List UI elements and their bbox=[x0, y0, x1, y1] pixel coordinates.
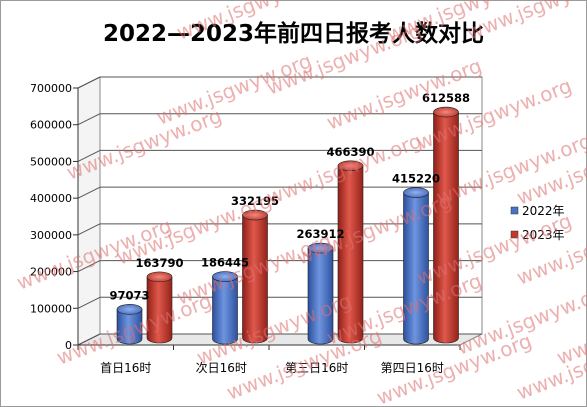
gridline-diagonal bbox=[77, 113, 101, 126]
gridline-diagonal bbox=[77, 76, 101, 89]
y-tick-label: 0 bbox=[65, 339, 72, 352]
legend-label: 2022年 bbox=[522, 204, 565, 218]
data-label: 415220 bbox=[392, 172, 440, 186]
y-tick-label: 300000 bbox=[30, 229, 72, 242]
bar-2022-body bbox=[116, 309, 143, 345]
chart-bars bbox=[116, 106, 459, 345]
chart-axes: 0 100000 200000 300000 400000 500000 600000 700… bbox=[30, 82, 461, 375]
data-label: 263912 bbox=[296, 227, 344, 241]
data-label: 97073 bbox=[109, 288, 149, 302]
y-tick-label: 600000 bbox=[30, 119, 72, 132]
x-tick-label: 第三日16时 bbox=[285, 361, 348, 375]
bar-2022-top bbox=[403, 187, 429, 198]
bar-2022-top bbox=[212, 271, 238, 282]
bar-2023-top bbox=[146, 271, 173, 283]
bar-2022-top bbox=[307, 242, 334, 254]
chart-labels: 97073 163790 186445 332195 263912 466390 41522… bbox=[109, 91, 470, 302]
y-tick-label: 700000 bbox=[30, 82, 72, 95]
gridline-diagonal bbox=[77, 296, 101, 309]
x-tick-label: 首日16时 bbox=[100, 361, 151, 375]
y-tick-label: 400000 bbox=[30, 192, 72, 205]
x-tick-label: 第四日16时 bbox=[381, 361, 444, 375]
gridline-diagonal bbox=[77, 186, 101, 199]
bar-2023-body bbox=[337, 165, 364, 344]
bar-2023-top bbox=[433, 106, 459, 118]
bar-2022-body bbox=[212, 276, 238, 345]
side-wall bbox=[77, 76, 101, 346]
y-tick-label: 200000 bbox=[30, 266, 72, 279]
gridline-diagonal bbox=[77, 149, 101, 162]
gridline-diagonal bbox=[77, 333, 101, 346]
legend-swatch bbox=[510, 206, 519, 215]
x-tick-label: 次日16时 bbox=[196, 361, 247, 375]
y-tick-label: 500000 bbox=[30, 155, 72, 168]
bar-2022-top bbox=[116, 304, 143, 315]
legend-label: 2023年 bbox=[522, 228, 565, 242]
bar-2023-body bbox=[433, 111, 459, 344]
gridline-diagonal bbox=[77, 260, 101, 273]
bar-2023-top bbox=[242, 209, 268, 221]
data-label: 332195 bbox=[231, 194, 279, 208]
bar-2023-body bbox=[242, 214, 268, 344]
data-label: 163790 bbox=[135, 256, 183, 270]
watermark-text: www.jsgwyw.org bbox=[173, 0, 335, 45]
legend-swatch bbox=[510, 230, 519, 239]
bar-2022-body bbox=[307, 247, 334, 345]
bar-2023-body bbox=[146, 276, 173, 344]
y-tick-label: 100000 bbox=[30, 302, 72, 315]
bar-2022-body bbox=[403, 192, 429, 345]
data-label: 466390 bbox=[326, 145, 374, 159]
bar-2023-top bbox=[337, 160, 364, 172]
gridline-diagonal bbox=[77, 223, 101, 236]
chart-legend: 2022年 2023年 bbox=[510, 204, 565, 242]
data-label: 612588 bbox=[422, 91, 470, 105]
chart-title: 2022—2023年前四日报考人数对比 bbox=[102, 21, 485, 47]
data-label: 186445 bbox=[201, 256, 249, 270]
